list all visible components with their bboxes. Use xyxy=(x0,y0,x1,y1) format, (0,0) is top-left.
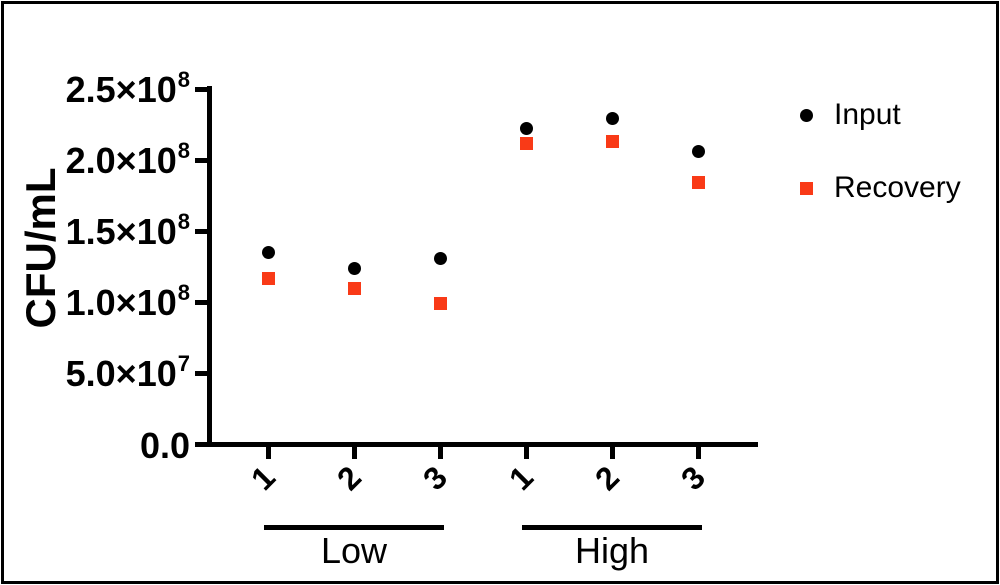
y-tick-label: 5.0×107 xyxy=(65,351,190,395)
recovery-data-point xyxy=(433,297,447,311)
y-tick-mark xyxy=(195,370,207,376)
x-tick-mark xyxy=(437,447,443,459)
x-tick-mark xyxy=(609,447,615,459)
x-tick-mark xyxy=(695,447,701,459)
group-underline xyxy=(522,525,702,530)
input-circle-icon xyxy=(800,108,813,122)
y-tick-label: 0.0 xyxy=(139,424,190,466)
x-tick-label: 3 xyxy=(415,458,455,498)
recovery-data-point xyxy=(347,281,361,295)
y-tick-label: 2.5×108 xyxy=(65,67,190,110)
recovery-data-point xyxy=(691,176,705,190)
group-underline xyxy=(264,525,444,530)
y-tick-mark xyxy=(195,86,207,92)
x-tick-label: 1 xyxy=(243,458,283,498)
input-data-point xyxy=(605,112,619,126)
group-label: High xyxy=(574,530,650,571)
recovery-data-point xyxy=(261,271,275,285)
recovery-square-icon xyxy=(800,181,813,195)
y-tick-mark xyxy=(195,228,207,234)
legend-label: Recovery xyxy=(834,171,961,204)
input-data-point xyxy=(261,246,275,260)
input-data-point xyxy=(347,261,361,275)
x-tick-mark xyxy=(523,447,529,459)
legend-item-recovery: Recovery xyxy=(800,172,961,204)
group-label: Low xyxy=(320,530,388,571)
input-data-point xyxy=(691,145,705,159)
x-tick-label: 3 xyxy=(673,458,713,498)
y-tick-label: 2.0×108 xyxy=(65,138,190,182)
plot-area: CFU/mL 0.0 5.0×107 1.0×108 1.5×108 2.0×108 2.… xyxy=(4,4,998,581)
y-tick-label: 1.5×108 xyxy=(65,209,190,253)
y-tick-label: 1.0×108 xyxy=(65,280,190,324)
recovery-data-point xyxy=(605,135,619,149)
input-data-point xyxy=(519,122,533,136)
x-axis-line xyxy=(207,442,758,447)
recovery-data-point xyxy=(519,136,533,150)
legend-item-input: Input xyxy=(800,99,901,131)
x-tick-mark xyxy=(265,447,271,459)
y-axis-line xyxy=(207,86,212,447)
x-tick-mark xyxy=(351,447,357,459)
input-data-point xyxy=(433,251,447,265)
y-tick-mark xyxy=(195,157,207,163)
x-tick-label: 2 xyxy=(587,458,627,498)
y-tick-mark xyxy=(195,299,207,305)
y-tick-mark xyxy=(195,442,207,447)
legend-label: Input xyxy=(834,98,901,131)
x-tick-label: 2 xyxy=(329,458,369,498)
x-tick-label: 1 xyxy=(501,458,541,498)
